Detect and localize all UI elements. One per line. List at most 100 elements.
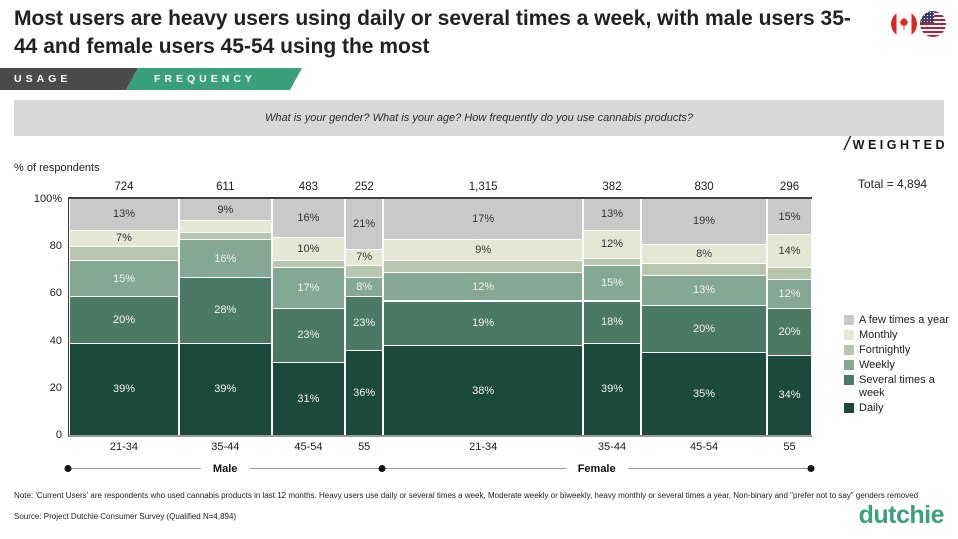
bar-segment: 13% [584, 199, 640, 230]
bar-segment [768, 267, 811, 280]
bar-segment-label: 21% [353, 217, 376, 230]
tag-bar: USAGE FREQUENCY / WEIGHTED [0, 68, 958, 155]
bar-segment: 9% [179, 199, 271, 221]
bar-segment-label: 36% [353, 387, 376, 400]
bar-segment: 39% [70, 342, 178, 435]
legend-item: Monthly [844, 329, 958, 342]
x-axis-age-label: 35-44 [211, 441, 240, 453]
x-axis-age-label: 35-44 [597, 441, 627, 453]
weighted-label: WEIGHTED [852, 138, 948, 152]
bar-column-female-35-44: 39% 18% 15% 12% 13% [584, 199, 640, 435]
tab-frequency[interactable]: FREQUENCY [126, 68, 302, 90]
legend-swatch [844, 315, 854, 325]
y-axis-tick: 100% [33, 193, 62, 205]
total-label: Total = 4,894 [858, 177, 928, 191]
column-count-label: 1,315 [468, 181, 498, 193]
bar-segment: 18% [584, 300, 640, 343]
bar-segment: 31% [272, 361, 345, 435]
bar-segment-label: 12% [472, 280, 495, 293]
bar-segment-label: 19% [693, 215, 716, 228]
dutchie-logo: dutchie [858, 501, 945, 529]
bar-segment-label: 15% [600, 277, 624, 290]
bar-segment: 7% [70, 229, 178, 247]
bar-segment-label: 20% [693, 323, 716, 336]
bar-segment-label: 8% [356, 280, 373, 293]
bar-segment-label: 19% [472, 317, 495, 330]
bar-segment: 15% [584, 265, 640, 301]
bar-column-male-35-44: 39% 28% 16% 9% [179, 199, 271, 435]
bar-segment-label: 18% [600, 316, 624, 329]
bar-segment [642, 262, 767, 275]
x-axis-age-label: 45-54 [294, 441, 323, 453]
bar-segment: 38% [384, 345, 582, 435]
bar-segment-label: 17% [472, 213, 495, 226]
source-note: Source: Project Dutchie Consumer Survey … [14, 512, 237, 521]
bar-segment [272, 260, 345, 268]
bar-segment-label: 7% [116, 232, 132, 245]
legend-label: Monthly [859, 329, 898, 341]
bar-segment: 8% [642, 243, 767, 263]
bar-segment: 20% [70, 295, 178, 343]
bar-segment: 36% [346, 350, 383, 435]
legend-swatch [844, 403, 854, 413]
legend-label: Weekly [859, 359, 895, 371]
column-count-label: 296 [779, 181, 800, 193]
bar-segment-label: 39% [112, 383, 135, 396]
gender-axis: Male Female [64, 462, 815, 476]
column-count-label: 382 [602, 181, 622, 193]
bar-segment-label: 9% [217, 203, 234, 216]
bar-segment: 9% [384, 239, 582, 261]
bar-column-female-45-54: 35% 20% 13% 8% 19% [642, 199, 767, 435]
y-axis-tick: 20 [49, 381, 62, 394]
bar-segment: 8% [346, 276, 383, 296]
bar-segment-label: 13% [693, 284, 716, 297]
weighted-slash: / [844, 134, 850, 155]
bar-column-female-55: 34% 20% 12% 14% 15% [768, 199, 811, 435]
legend-item: Fortnightly [844, 344, 958, 357]
bar-segment: 39% [584, 342, 640, 435]
bar-segment-label: 23% [297, 329, 320, 342]
tab-usage[interactable]: USAGE [0, 68, 138, 90]
bar-segment-label: 16% [297, 211, 320, 224]
y-axis-tick: 80 [49, 240, 62, 253]
bar-segment-label: 7% [356, 251, 373, 264]
bar-segment: 23% [272, 307, 345, 362]
column-count-label: 483 [298, 181, 318, 193]
weighted-badge: / WEIGHTED [844, 134, 948, 156]
column-count-label: 830 [694, 181, 714, 193]
bar-column-male-55: 36% 23% 8% 7% 21% [346, 199, 383, 435]
bar-segment [179, 220, 271, 233]
legend-swatch [844, 360, 854, 370]
x-axis-age-label: 55 [358, 441, 371, 453]
gender-axis-line [68, 468, 812, 469]
bar-segment: 7% [346, 248, 383, 266]
canada-flag-icon [891, 11, 917, 37]
bar-segment [346, 265, 383, 277]
bar-segment: 21% [346, 199, 383, 249]
bar-segment-label: 35% [693, 388, 716, 401]
bar-segment-label: 38% [472, 384, 495, 397]
y-axis-title: % of respondents [14, 162, 100, 174]
legend-swatch [844, 330, 854, 340]
bar-segment-label: 17% [297, 282, 320, 294]
x-axis-age-label: 21-34 [109, 441, 139, 453]
legend-label: Several times a week [859, 374, 935, 399]
bar-segment: 20% [768, 307, 811, 355]
column-count-label: 724 [114, 181, 134, 193]
bar-segment-label: 14% [778, 245, 801, 258]
y-axis-tick: 0 [55, 429, 62, 441]
bar-segment: 16% [179, 239, 271, 277]
legend-item: Daily [844, 402, 958, 415]
bar-segment-label: 12% [600, 238, 624, 251]
bar-segment: 12% [584, 229, 640, 258]
bar-segment-label: 8% [696, 247, 712, 260]
bar-segment: 13% [642, 274, 767, 306]
bar-segment: 16% [272, 199, 345, 237]
bar-segment: 10% [272, 236, 345, 261]
bar-segment: 35% [642, 352, 767, 435]
bar-segment-label: 13% [112, 208, 135, 221]
bar-segment: 12% [384, 272, 582, 301]
bar-segment: 17% [272, 267, 345, 308]
gender-axis-dot [378, 465, 386, 472]
